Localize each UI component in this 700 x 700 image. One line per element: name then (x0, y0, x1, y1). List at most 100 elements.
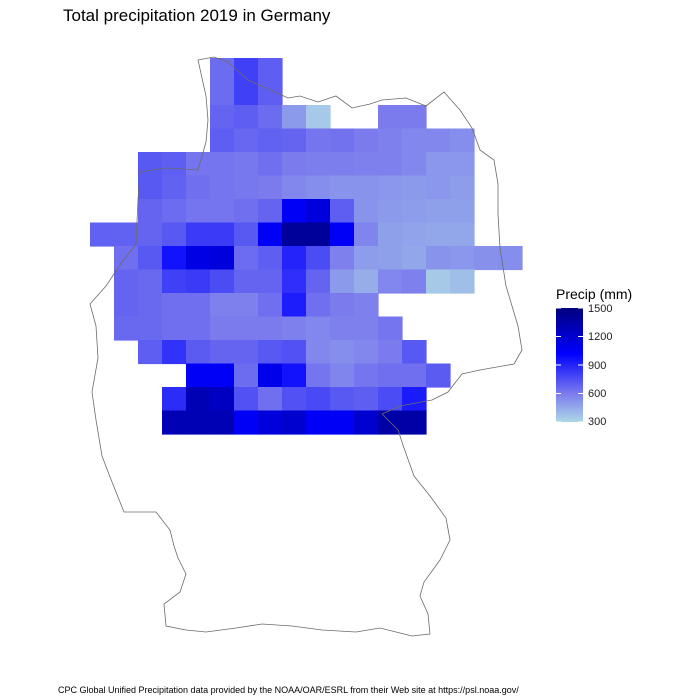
grid-cell (234, 363, 259, 388)
grid-cell (210, 175, 235, 200)
grid-cell (282, 269, 307, 294)
grid-cell (114, 316, 139, 341)
grid-cell (354, 340, 379, 365)
legend-tick-1200: 1200 (588, 331, 613, 343)
grid-cell (330, 363, 355, 388)
grid-cell (450, 199, 475, 224)
grid-cell (474, 246, 499, 271)
grid-cell (258, 293, 283, 318)
grid-cell (186, 175, 211, 200)
grid-cell (234, 340, 259, 365)
grid-cell (282, 246, 307, 271)
grid-cell (378, 363, 403, 388)
grid-cell (378, 222, 403, 247)
grid-cell (258, 340, 283, 365)
legend-title: Precip (mm) (556, 286, 633, 302)
grid-cell (378, 128, 403, 153)
grid-cell (330, 152, 355, 177)
grid-cell (162, 222, 187, 247)
grid-cell (306, 128, 331, 153)
grid-cell (450, 152, 475, 177)
grid-cell (426, 199, 451, 224)
grid-cell (258, 363, 283, 388)
grid-cell (378, 387, 403, 412)
grid-cell (210, 105, 235, 130)
grid-cell (114, 269, 139, 294)
grid-cell (210, 199, 235, 224)
grid-cell (138, 222, 163, 247)
grid-cell (234, 128, 259, 153)
grid-cell (426, 222, 451, 247)
grid-cell (186, 387, 211, 412)
grid-cell (354, 387, 379, 412)
grid-cell (210, 81, 235, 106)
grid-cell (186, 316, 211, 341)
grid-cell (234, 222, 259, 247)
grid-cell (186, 340, 211, 365)
grid-cell (354, 246, 379, 271)
precip-grid (90, 58, 523, 435)
grid-cell (114, 222, 139, 247)
grid-cell (330, 128, 355, 153)
grid-cell (282, 293, 307, 318)
grid-cell (354, 222, 379, 247)
grid-cell (210, 269, 235, 294)
grid-cell (234, 246, 259, 271)
grid-cell (426, 175, 451, 200)
grid-cell (306, 152, 331, 177)
grid-cell (186, 246, 211, 271)
grid-cell (138, 340, 163, 365)
grid-cell (258, 199, 283, 224)
grid-cell (258, 246, 283, 271)
legend-tick-900: 900 (588, 360, 607, 372)
grid-cell (234, 81, 259, 106)
grid-cell (450, 128, 475, 153)
grid-cell (330, 293, 355, 318)
grid-cell (234, 410, 259, 435)
grid-cell (354, 410, 379, 435)
grid-cell (330, 269, 355, 294)
grid-cell (354, 316, 379, 341)
grid-cell (282, 410, 307, 435)
grid-cell (378, 175, 403, 200)
grid-cell (186, 222, 211, 247)
grid-cell (186, 269, 211, 294)
grid-cell (258, 387, 283, 412)
grid-cell (330, 199, 355, 224)
grid-cell (426, 363, 451, 388)
grid-cell (402, 340, 427, 365)
grid-cell (162, 293, 187, 318)
grid-cell (210, 58, 235, 83)
grid-cell (210, 316, 235, 341)
grid-cell (210, 293, 235, 318)
grid-cell (282, 363, 307, 388)
grid-cell (402, 105, 427, 130)
grid-cell (282, 199, 307, 224)
grid-cell (186, 152, 211, 177)
grid-cell (306, 246, 331, 271)
grid-cell (162, 269, 187, 294)
grid-cell (354, 175, 379, 200)
grid-cell (258, 58, 283, 83)
legend-tick-300: 300 (588, 416, 607, 428)
grid-cell (210, 363, 235, 388)
grid-cell (378, 269, 403, 294)
grid-cell (210, 128, 235, 153)
grid-cell (330, 316, 355, 341)
grid-cell (258, 105, 283, 130)
grid-cell (162, 316, 187, 341)
grid-cell (114, 293, 139, 318)
grid-cell (402, 128, 427, 153)
grid-cell (162, 387, 187, 412)
grid-cell (498, 246, 523, 271)
grid-cell (138, 152, 163, 177)
grid-cell (210, 152, 235, 177)
grid-cell (378, 199, 403, 224)
grid-cell (162, 410, 187, 435)
grid-cell (162, 152, 187, 177)
grid-cell (306, 175, 331, 200)
grid-cell (162, 175, 187, 200)
grid-cell (258, 152, 283, 177)
grid-cell (306, 199, 331, 224)
grid-cell (234, 316, 259, 341)
